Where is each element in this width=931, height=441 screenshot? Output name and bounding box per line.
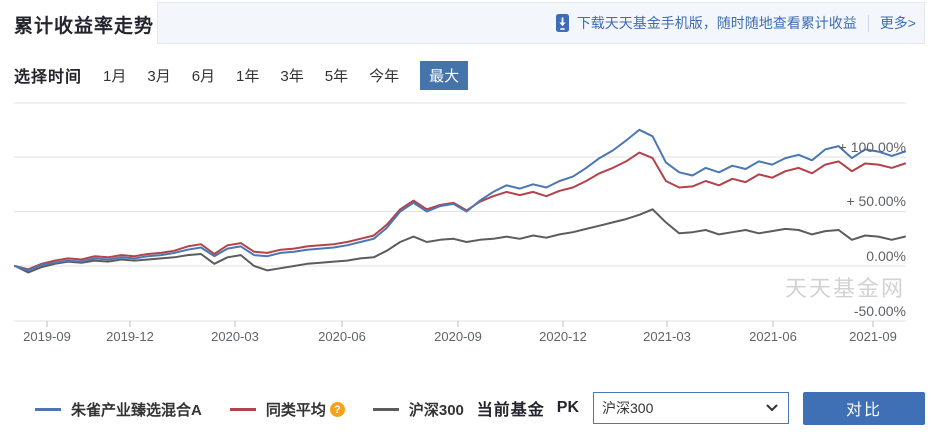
benchmark-select[interactable]: 沪深300 [593,392,789,424]
y-axis-label: + 100.00% [838,139,906,155]
legend-label: 同类平均 [265,402,326,419]
time-option-3年[interactable]: 3年 [280,67,304,85]
watermark: 天天基金网 [784,276,905,301]
legend-dash [35,408,61,411]
pk-text: PK [556,399,579,416]
pk-bar: 当前基金 PK 沪深300 对比 [477,391,925,425]
series-line-沪深300 [14,208,906,274]
current-fund-label: 当前基金 [476,402,545,419]
question-mark-badge[interactable]: ? [329,402,345,417]
x-axis-label: 2020-12 [539,329,587,344]
legend-dash [229,408,256,411]
legend-dash [372,408,399,411]
promo-divider [867,14,869,32]
more-link[interactable]: 更多> [879,15,916,31]
chart-legend: 朱雀产业臻选混合A 同类平均? 沪深300 [35,399,492,420]
time-option-6月[interactable]: 6月 [191,67,216,85]
series-line-同类平均 [14,151,906,271]
x-axis-label: 2020-03 [211,329,259,344]
legend-item-沪深300: 沪深300 [372,399,464,420]
app-download-link[interactable]: 下载天天基金手机版，随时随地查看累计收益 [555,13,857,33]
legend-item-朱雀产业臻选混合A: 朱雀产业臻选混合A [35,399,202,420]
time-option-1月[interactable]: 1月 [103,67,127,85]
benchmark-select-value: 沪深300 [602,400,654,416]
x-axis-label: 2020-06 [318,329,366,344]
x-axis-label: 2021-03 [643,329,691,344]
x-axis-label: 2019-12 [106,329,154,344]
legend-item-同类平均: 同类平均? [229,399,345,420]
y-axis-label: 0.00% [866,248,906,264]
time-option-1年[interactable]: 1年 [236,67,260,85]
time-selector: 选择时间 1月 3月 6月 1年 3年 5年 今年 最大 [14,60,469,90]
time-option-3月[interactable]: 3月 [147,67,171,85]
legend-label: 沪深300 [408,402,464,419]
x-axis-label: 2019-09 [23,329,71,344]
x-axis-label: 2020-09 [434,329,482,344]
x-axis-label: 2021-06 [749,329,797,344]
legend-label: 朱雀产业臻选混合A [71,402,202,419]
time-option-5年[interactable]: 5年 [324,67,349,85]
compare-button[interactable]: 对比 [803,391,925,425]
chevron-down-icon [766,404,778,412]
promo-bar: 下载天天基金手机版，随时随地查看累计收益 更多> [157,2,925,44]
app-download-text: 下载天天基金手机版，随时随地查看累计收益 [576,15,857,31]
phone-download-icon [555,13,570,33]
y-axis-label: + 50.00% [846,193,906,209]
time-option-最大[interactable]: 最大 [420,60,469,90]
time-selector-label: 选择时间 [14,69,83,86]
page-title: 累计收益率走势 [14,16,155,37]
y-axis-label: -50.00% [853,303,906,319]
time-option-今年[interactable]: 今年 [369,67,400,85]
x-axis-label: 2021-09 [849,329,897,344]
series-line-朱雀产业臻选混合A [14,128,906,272]
